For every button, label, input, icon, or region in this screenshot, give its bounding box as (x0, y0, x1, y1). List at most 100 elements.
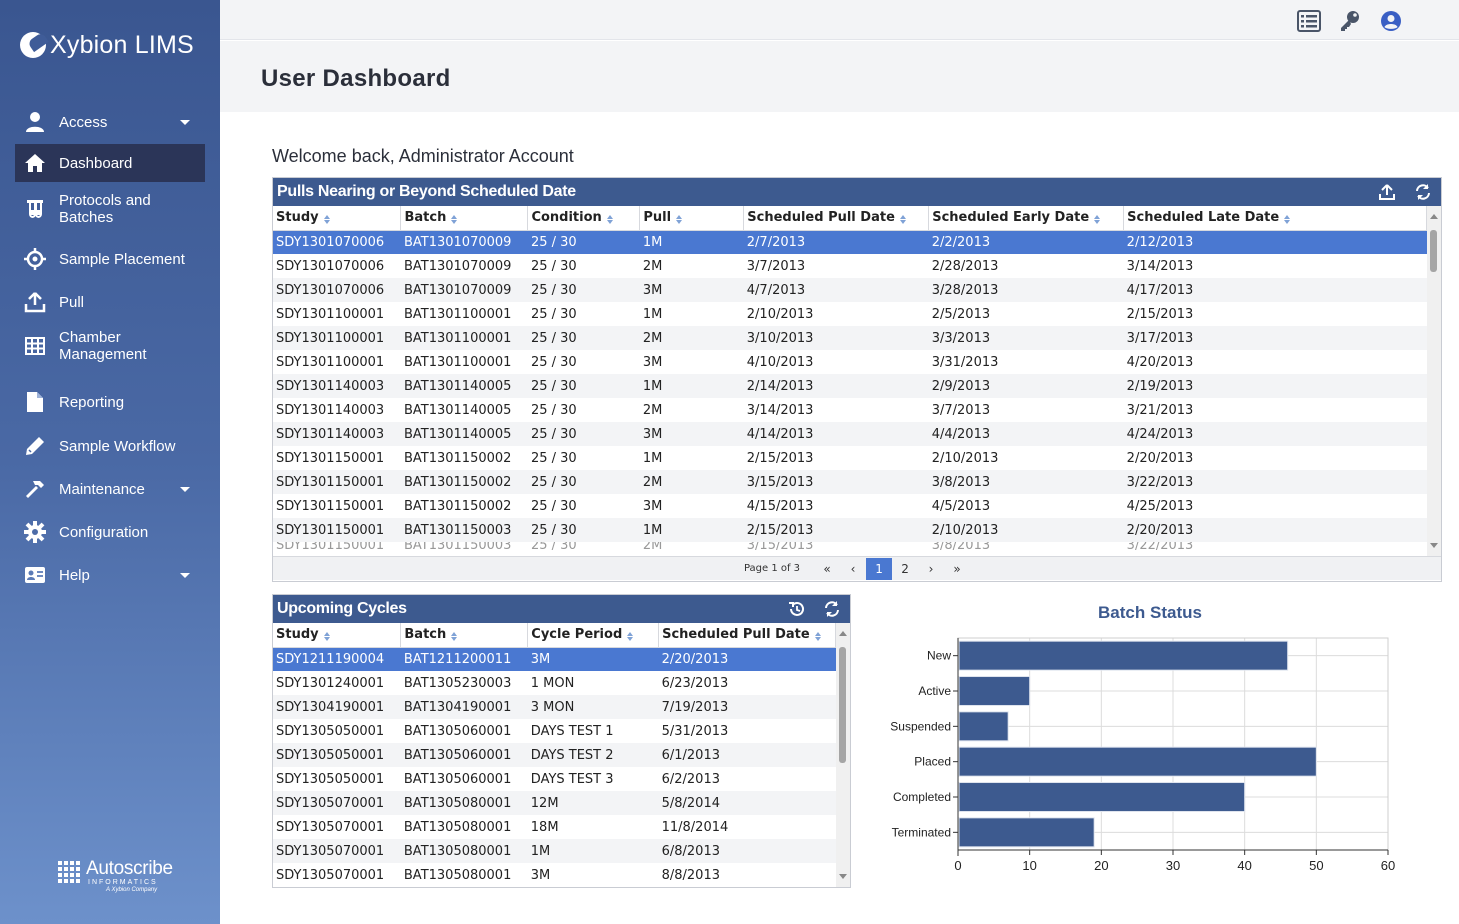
bar-terminated (958, 817, 1095, 848)
column-header-label: Scheduled Late Date (1127, 210, 1280, 226)
refresh-icon[interactable] (1413, 182, 1433, 202)
column-header[interactable]: Scheduled Pull Date (658, 623, 836, 648)
sidebar-item-label: Pull (59, 293, 85, 311)
prev-page-button[interactable]: ‹ (850, 561, 856, 576)
table-row[interactable]: SDY1301070006 BAT1301070009 25 / 30 1M 2/7/2… (273, 230, 1427, 254)
last-page-button[interactable]: » (953, 561, 961, 576)
cycles-scrollbar[interactable] (836, 623, 850, 887)
scroll-down-icon[interactable] (1430, 543, 1438, 548)
scroll-down-icon[interactable] (839, 874, 847, 879)
table-row[interactable]: SDY1305070001 BAT1305080001 3M 8/8/2013 (273, 863, 836, 887)
table-row[interactable]: SDY1305070001 BAT1305080001 18M 11/8/2014 (273, 815, 836, 839)
column-header[interactable]: Scheduled Early Date (928, 206, 1125, 231)
export-icon[interactable] (1377, 182, 1397, 202)
table-row[interactable]: SDY1301100001 BAT1301100001 25 / 30 1M 2/10/… (273, 302, 1427, 326)
table-cell: BAT1305060001 (403, 723, 512, 739)
sidebar-item-dashboard[interactable]: Dashboard (15, 144, 205, 182)
first-page-button[interactable]: « (823, 561, 831, 576)
column-header[interactable]: Batch (400, 623, 529, 648)
column-header[interactable]: Scheduled Pull Date (743, 206, 930, 231)
scroll-thumb[interactable] (1430, 230, 1437, 272)
top-bar (220, 0, 1459, 40)
table-cell: DAYS TEST 1 (530, 723, 614, 739)
page-button-2[interactable]: 2 (901, 561, 909, 576)
table-row[interactable]: SDY1304190001 BAT1304190001 3 MON 7/19/2013 (273, 695, 836, 719)
column-header[interactable]: Study (273, 206, 402, 231)
page-info: Page 1 of 3 (743, 563, 801, 574)
user-account-icon[interactable] (1378, 8, 1404, 34)
table-row[interactable]: SDY1305050001 BAT1305060001 DAYS TEST 2 6/1… (273, 743, 836, 767)
table-row[interactable]: SDY1211190004 BAT1211200011 3M 2/20/2013 (273, 647, 836, 671)
column-header[interactable]: Batch (400, 206, 529, 231)
sidebar-item-pull[interactable]: Pull (15, 283, 205, 321)
table-row[interactable]: SDY1301140003 BAT1301140005 25 / 30 3M 4/14/… (273, 422, 1427, 446)
table-cell: BAT1305230003 (403, 675, 512, 691)
column-header[interactable]: Pull (639, 206, 745, 231)
table-row[interactable]: SDY1305050001 BAT1305060001 DAYS TEST 3 6/2… (273, 767, 836, 791)
sidebar-item-configuration[interactable]: Configuration (15, 513, 205, 551)
sidebar-item-help[interactable]: Help (15, 556, 205, 594)
history-icon[interactable] (786, 599, 806, 619)
brand-logo[interactable]: Xybion LIMS (20, 28, 194, 62)
table-cell: 3/15/2013 (743, 470, 929, 494)
column-header[interactable]: Condition (527, 206, 641, 231)
table-row[interactable]: SDY1301150001 BAT1301150002 25 / 30 3M 4/15/… (273, 494, 1427, 518)
table-row[interactable]: SDY1301070006 BAT1301070009 25 / 30 2M 3/7/2… (273, 254, 1427, 278)
table-cell: 25 / 30 (527, 422, 640, 446)
table-cell: SDY1301140003 (273, 422, 401, 446)
table-cell: 2/7/2013 (743, 230, 929, 254)
page-button-1[interactable]: 1 (866, 557, 893, 580)
table-cell: BAT1301100001 (403, 306, 512, 322)
sidebar-item-access[interactable]: Access (15, 103, 205, 141)
gear-icon (24, 521, 46, 543)
chevron-down-icon[interactable] (180, 572, 190, 578)
column-header[interactable]: Cycle Period (527, 623, 660, 648)
table-cell: 3/22/2013 (1126, 542, 1194, 550)
table-row[interactable]: SDY1301100001 BAT1301100001 25 / 30 2M 3/10/… (273, 326, 1427, 350)
chevron-down-icon[interactable] (180, 486, 190, 492)
table-cell: 6/8/2013 (658, 839, 836, 863)
scroll-up-icon[interactable] (839, 631, 847, 636)
table-cell: SDY1301100001 (276, 306, 385, 322)
sidebar-item-sample-workflow[interactable]: Sample Workflow (15, 427, 205, 465)
table-row[interactable]: SDY1301240001 BAT1305230003 1 MON 6/23/2013 (273, 671, 836, 695)
table-cell: 2/20/2013 (1126, 450, 1194, 466)
column-header[interactable]: Scheduled Late Date (1123, 206, 1427, 231)
table-cell: SDY1301070006 (273, 230, 401, 254)
sidebar-item-reporting[interactable]: Reporting (15, 383, 205, 421)
table-cell: BAT1305080001 (403, 819, 512, 835)
table-row[interactable]: SDY1305070001 BAT1305080001 1M 6/8/2013 (273, 839, 836, 863)
table-row[interactable]: SDY1305070001 BAT1305080001 12M 5/8/2014 (273, 791, 836, 815)
table-cell: 3/8/2013 (931, 542, 991, 550)
column-header[interactable]: Study (273, 623, 402, 648)
table-cell: 25 / 30 (530, 498, 577, 514)
table-row[interactable]: SDY1301140003 BAT1301140005 25 / 30 1M 2/14/… (273, 374, 1427, 398)
chevron-down-icon[interactable] (180, 119, 190, 125)
next-page-button[interactable]: › (928, 561, 934, 576)
sidebar-item-maintenance[interactable]: Maintenance (15, 470, 205, 508)
table-row[interactable]: SDY1301100001 BAT1301100001 25 / 30 3M 4/10/… (273, 350, 1427, 374)
table-row[interactable]: SDY1301140003 BAT1301140005 25 / 30 2M 3/14/… (273, 398, 1427, 422)
table-cell: 4/15/2013 (746, 498, 814, 514)
key-icon[interactable] (1337, 8, 1363, 34)
scroll-up-icon[interactable] (1430, 214, 1438, 219)
table-cell: SDY1301100001 (276, 354, 385, 370)
sidebar-item-protocols-and-batches[interactable]: Protocols and Batches (15, 187, 205, 231)
pulls-scrollbar[interactable] (1427, 206, 1441, 556)
table-row[interactable]: SDY1301150001 BAT1301150002 25 / 30 1M 2/15/… (273, 446, 1427, 470)
table-cell: SDY1305070001 (273, 839, 401, 863)
table-cell: 2/15/2013 (1126, 306, 1194, 322)
sidebar-item-chamber-management[interactable]: Chamber Management (15, 324, 205, 368)
table-cell: 3M (642, 498, 663, 514)
list-icon[interactable] (1296, 8, 1322, 34)
table-row[interactable]: SDY1301150001 BAT1301150003 25 / 30 2M 3/15/… (273, 542, 1427, 550)
refresh-icon[interactable] (822, 599, 842, 619)
scroll-thumb[interactable] (839, 647, 846, 763)
sidebar-item-sample-placement[interactable]: Sample Placement (15, 240, 205, 278)
category-label: New (927, 649, 951, 663)
table-row[interactable]: SDY1301150001 BAT1301150003 25 / 30 1M 2/15/… (273, 518, 1427, 542)
pulls-panel-title: Pulls Nearing or Beyond Scheduled Date (277, 183, 576, 200)
table-row[interactable]: SDY1301150001 BAT1301150002 25 / 30 2M 3/15/… (273, 470, 1427, 494)
table-row[interactable]: SDY1301070006 BAT1301070009 25 / 30 3M 4/7/2… (273, 278, 1427, 302)
table-row[interactable]: SDY1305050001 BAT1305060001 DAYS TEST 1 5/3… (273, 719, 836, 743)
